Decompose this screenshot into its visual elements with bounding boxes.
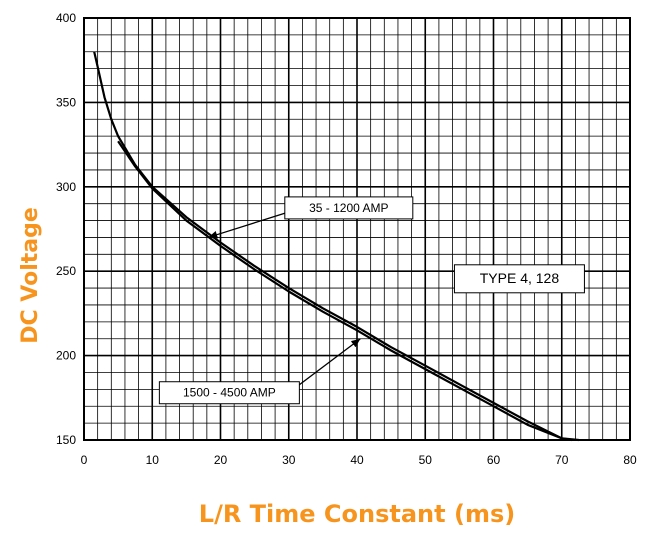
label-1500-4500-box	[158, 381, 300, 405]
annotations: 35 - 1200 AMP 1500 - 4500 AMP TYPE 4, 128	[158, 196, 585, 405]
x-tick-label: 30	[282, 453, 296, 467]
label-type-box	[453, 264, 585, 294]
x-tick-label: 0	[81, 453, 88, 467]
label-35-1200-box	[284, 196, 414, 220]
x-axis-title: L/R Time Constant (ms)	[198, 500, 516, 528]
series-line-2	[117, 140, 573, 442]
y-tick-label: 200	[56, 349, 76, 363]
label-type: TYPE 4, 128	[453, 264, 585, 294]
x-tick-label: 40	[350, 453, 364, 467]
x-tick-label: 50	[419, 453, 433, 467]
y-tick-label: 250	[56, 264, 76, 278]
series-line-1	[93, 51, 579, 442]
plot-frame	[83, 17, 631, 441]
label-1500-4500: 1500 - 4500 AMP	[158, 381, 300, 405]
label-1500-4500-text: 1500 - 4500 AMP	[183, 386, 276, 400]
label-35-1200-text: 35 - 1200 AMP	[309, 201, 388, 215]
y-tick-label: 300	[56, 180, 76, 194]
series-layer	[93, 51, 579, 442]
tick-labels: 0 10 20 30 40 50 60 70 80 150 200 250 300 350 400	[56, 11, 637, 467]
x-tick-label: 20	[214, 453, 228, 467]
y-tick-label: 400	[56, 11, 76, 25]
label-type-text: TYPE 4, 128	[480, 270, 560, 286]
grid	[84, 18, 630, 440]
x-tick-label: 70	[555, 453, 569, 467]
x-tick-label: 80	[623, 453, 637, 467]
arrow-1500-4500	[288, 338, 361, 394]
y-tick-label: 150	[56, 433, 76, 447]
x-tick-label: 10	[146, 453, 160, 467]
label-35-1200: 35 - 1200 AMP	[284, 196, 414, 220]
y-tick-label: 350	[56, 95, 76, 109]
x-tick-label: 60	[487, 453, 501, 467]
arrow-35-1200	[208, 208, 300, 239]
